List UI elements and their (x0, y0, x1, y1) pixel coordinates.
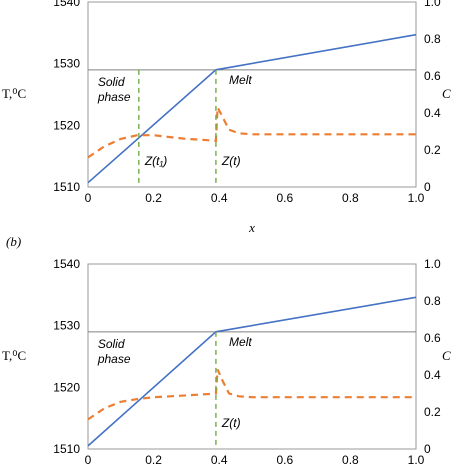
y-left-tick-label: 1520 (53, 380, 80, 394)
x-tick-label: 0 (85, 453, 92, 467)
y-left-axis-label: T,⁰C (2, 348, 26, 363)
y-right-tick-label: 0.2 (424, 405, 441, 419)
front-position-label: Z(t₁) (144, 154, 167, 168)
chart-panel-a: 0 0.2 0.4 0.6 0.8 1.0 1510 1520 1530 1540 0 0.2 0.4 0… (2, 0, 451, 235)
x-tick-label: 0.2 (145, 191, 162, 205)
y-right-tick-label: 1.0 (424, 0, 441, 9)
y-right-axis-label: C (442, 348, 451, 363)
y-left-tick-label: 1510 (53, 180, 80, 194)
plot-frame (87, 263, 417, 450)
y-right-tick-label: 0.4 (424, 106, 441, 120)
y-right-tick-label: 0.2 (424, 143, 441, 157)
x-tick-label: 0.8 (342, 453, 359, 467)
y-right-tick-label: 0.8 (424, 294, 441, 308)
front-position-label: Z(t) (221, 416, 241, 430)
temperature-series-line (87, 296, 417, 447)
y-left-axis-label: T,⁰C (2, 86, 26, 101)
annotation-melt: Melt (229, 73, 252, 87)
y-right-tick-label: 0.6 (424, 331, 441, 345)
y-left-tick-label: 1520 (53, 118, 80, 132)
y-right-axis-label: C (442, 86, 451, 101)
y-left-tick-label: 1530 (53, 57, 80, 71)
annotation-solid-phase: Solid phase (97, 75, 131, 104)
chart-panel-b: 0 0.2 0.4 0.6 0.8 1.0 1510 1520 1530 1540 0 0.2 0.4 0… (2, 257, 451, 467)
y-left-tick-label: 1510 (53, 442, 80, 456)
x-tick-label: 0.8 (342, 191, 359, 205)
x-tick-label: 0.2 (145, 453, 162, 467)
x-tick-label: 1.0 (408, 191, 425, 205)
concentration-series-line (87, 103, 416, 159)
front-position-label: Z(t) (221, 154, 241, 168)
concentration-series-line (87, 368, 416, 421)
x-tick-label: 0.4 (211, 191, 228, 205)
y-right-tick-label: 0 (424, 180, 431, 194)
y-left-tick-label: 1540 (53, 257, 80, 271)
annotation-solid-phase: Solid phase (97, 337, 131, 366)
y-right-tick-label: 1.0 (424, 257, 441, 271)
y-left-tick-label: 1540 (53, 0, 80, 9)
temperature-series-line (87, 33, 417, 184)
annotation-melt: Melt (229, 335, 252, 349)
x-axis-label: x (248, 220, 255, 235)
x-tick-label: 0 (85, 191, 92, 205)
y-right-tick-label: 0.8 (424, 32, 441, 46)
plot-frame (87, 1, 417, 188)
y-right-tick-label: 0.4 (424, 368, 441, 382)
x-tick-label: 0.6 (276, 191, 293, 205)
y-right-tick-label: 0 (424, 442, 431, 456)
y-right-tick-label: 0.6 (424, 69, 441, 83)
panel-b-label: (b) (6, 234, 21, 249)
y-left-tick-label: 1530 (53, 319, 80, 333)
x-tick-label: 1.0 (408, 453, 425, 467)
x-tick-label: 0.6 (276, 453, 293, 467)
x-tick-label: 0.4 (211, 453, 228, 467)
